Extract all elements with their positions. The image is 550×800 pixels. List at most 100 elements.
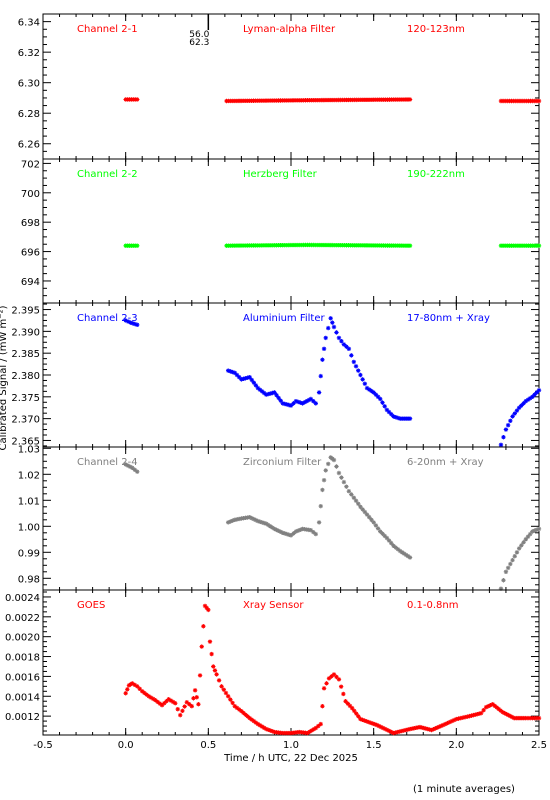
data-point	[523, 715, 528, 721]
data-point	[525, 397, 531, 402]
data-point	[295, 399, 301, 405]
data-point	[486, 703, 491, 709]
data-point	[360, 507, 365, 512]
data-point	[465, 714, 470, 719]
data-point	[209, 651, 214, 657]
y-tick-label: 2.395	[11, 306, 40, 317]
filter-label: Aluminium Filter	[243, 313, 326, 324]
data-point	[225, 368, 231, 373]
time-marker: 56.062.3	[189, 14, 210, 48]
data-point	[316, 390, 322, 395]
data-point	[373, 392, 379, 397]
panel-frame	[42, 302, 540, 448]
data-point	[353, 498, 359, 503]
data-point	[382, 533, 387, 539]
data-point	[308, 528, 314, 533]
y-tick-label: 1.00	[18, 522, 40, 533]
data-point	[516, 546, 522, 551]
data-point	[454, 716, 459, 722]
y-tick-label: 698	[21, 218, 40, 229]
data-point	[196, 702, 201, 707]
data-point	[343, 699, 348, 704]
data-point	[247, 515, 252, 520]
data-point	[358, 372, 363, 378]
data-point	[358, 716, 363, 722]
data-point	[125, 319, 131, 324]
data-point	[253, 517, 259, 523]
data-point	[162, 701, 167, 706]
data-point	[151, 696, 156, 702]
data-point	[498, 442, 504, 448]
data-point	[326, 676, 332, 681]
data-point	[508, 418, 513, 424]
data-point	[331, 457, 337, 463]
y-tick-label: 0.0024	[5, 593, 40, 604]
data-point	[462, 714, 468, 720]
data-point	[519, 543, 524, 548]
data-point	[346, 489, 352, 494]
channel-label: Channel 2-3	[77, 313, 138, 324]
data-point	[407, 243, 413, 248]
data-point	[216, 678, 222, 683]
data-point	[481, 707, 486, 713]
data-point	[259, 724, 265, 729]
data-point	[230, 369, 235, 375]
data-point	[180, 708, 185, 714]
data-point	[189, 703, 194, 709]
data-point	[257, 387, 263, 392]
data-point	[501, 434, 506, 440]
data-point	[331, 672, 337, 677]
data-point	[336, 470, 342, 476]
data-point	[234, 517, 240, 522]
data-point	[253, 383, 259, 388]
data-point	[135, 243, 140, 248]
panel-3: 2.365 2.370 2.375 2.380 2.385 2.390 2.395 Chann…	[11, 302, 542, 448]
data-point	[305, 730, 310, 736]
data-point	[395, 547, 401, 552]
data-point	[389, 412, 394, 417]
channel-label: Channel 2-2	[77, 169, 138, 180]
data-point	[251, 516, 256, 522]
data-point	[510, 414, 515, 419]
data-point	[360, 717, 365, 723]
data-point	[123, 691, 128, 696]
series-points	[123, 603, 542, 736]
data-point	[125, 687, 130, 692]
data-point	[389, 541, 394, 546]
data-point	[130, 681, 135, 686]
data-point	[125, 463, 131, 468]
data-point	[458, 715, 463, 721]
data-point	[366, 719, 371, 725]
data-point	[339, 338, 344, 344]
x-tick-label: 0.5	[200, 740, 216, 751]
data-point	[370, 721, 376, 726]
data-point	[276, 395, 281, 401]
data-point	[358, 504, 363, 509]
data-point	[351, 359, 357, 365]
data-point	[500, 709, 505, 715]
data-point	[382, 404, 387, 409]
data-point	[232, 703, 237, 709]
data-point	[378, 529, 383, 534]
data-point	[384, 407, 390, 413]
data-point	[184, 700, 190, 705]
data-point	[324, 681, 329, 686]
data-point	[478, 710, 484, 716]
data-point	[498, 586, 504, 591]
data-point	[341, 691, 346, 697]
series-points	[123, 242, 542, 248]
data-point	[349, 492, 354, 497]
panel-frame	[42, 13, 540, 160]
data-point	[318, 503, 323, 509]
x-tick-label: 2.5	[531, 740, 547, 751]
data-point	[323, 468, 328, 473]
data-point	[207, 639, 213, 644]
data-point	[353, 364, 359, 369]
data-point	[449, 718, 455, 724]
data-point	[135, 322, 140, 328]
data-point	[146, 694, 152, 699]
data-point	[364, 719, 369, 724]
band-label: 6-20nm + Xray	[407, 457, 484, 468]
band-label: 17-80nm + Xray	[407, 313, 490, 324]
data-point	[274, 527, 279, 533]
